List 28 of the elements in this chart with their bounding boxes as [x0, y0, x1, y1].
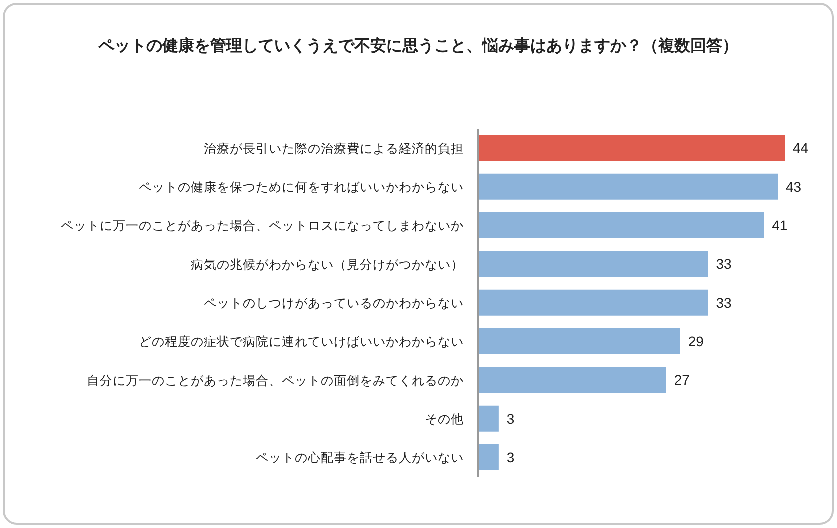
data-label: 3: [506, 410, 515, 427]
data-label: 33: [716, 256, 732, 272]
data-label: 29: [688, 333, 704, 350]
y-tick-label: ペットの心配事を話せる人がいない: [256, 450, 464, 466]
bar: [478, 444, 499, 471]
y-tick-label: 治療が長引いた際の治療費による経済的負担: [204, 140, 464, 156]
chart-title: ペットの健康を管理していくうえで不安に思うこと、悩み事はありますか？（複数回答）: [98, 36, 740, 57]
bar: [478, 290, 708, 316]
bar: [478, 251, 708, 278]
y-tick-label: ペットに万一のことがあった場合、ペットロスになってしまわないか: [61, 219, 464, 234]
y-tick-label: ペットのしつけがあっているのかわからない: [204, 296, 464, 310]
bar: [478, 174, 778, 200]
y-tick-label: どの程度の症状で病院に連れていけばいいかわからない: [139, 334, 464, 350]
y-tick-label: 病気の兆候がわからない（見分けがつかない）: [191, 258, 464, 272]
data-label: 41: [772, 217, 788, 234]
data-label: 44: [793, 140, 809, 156]
data-label: 27: [674, 372, 690, 388]
y-tick-label: 自分に万一のことがあった場合、ペットの面倒をみてくれるのか: [87, 374, 464, 388]
bar: [478, 212, 764, 239]
bar: [478, 328, 680, 355]
bar: [478, 135, 785, 162]
data-label: 33: [716, 294, 732, 311]
y-tick-label: その他: [425, 412, 464, 426]
data-label: 3: [506, 449, 515, 466]
bar: [478, 406, 499, 432]
y-tick-label: ペットの健康を保つために何をすればいいかわからない: [139, 180, 464, 194]
data-label: 43: [786, 178, 802, 195]
bar: [478, 367, 666, 394]
